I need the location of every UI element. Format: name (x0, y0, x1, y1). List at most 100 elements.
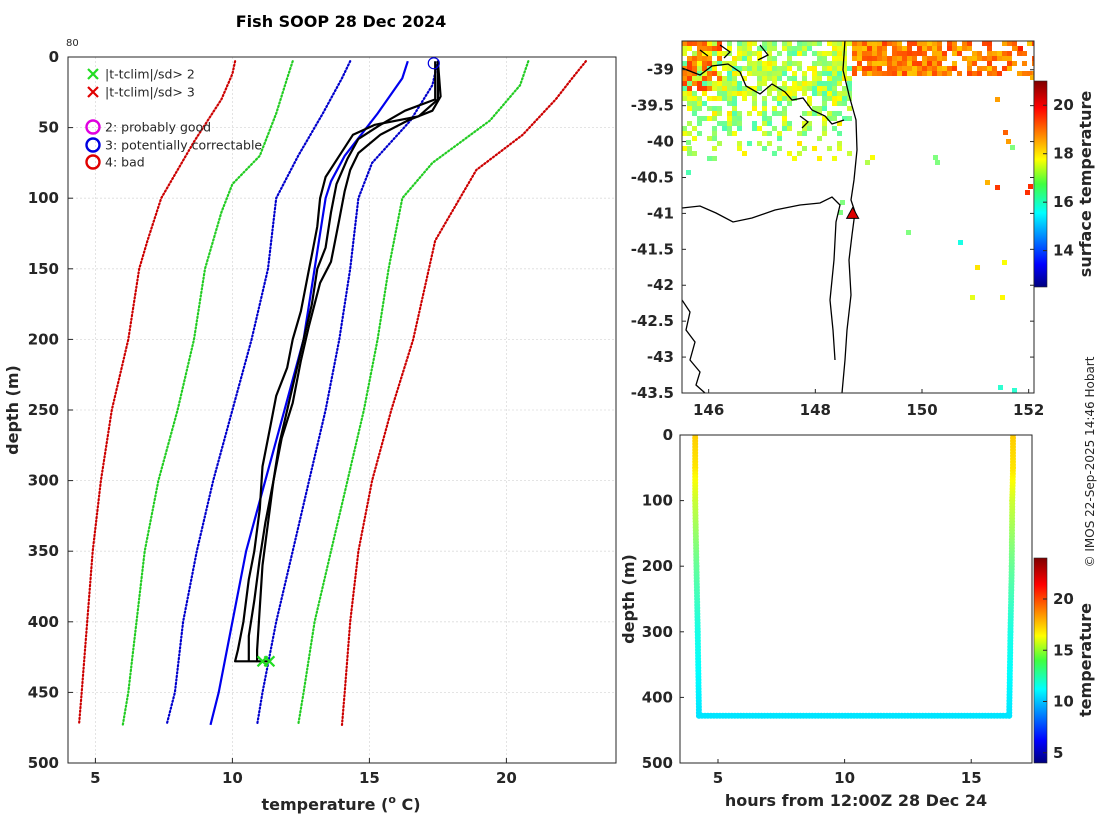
sst-pixel (717, 61, 722, 66)
sst-pixel (922, 56, 927, 61)
sst-pixel (772, 66, 777, 71)
sst-pixel (767, 56, 772, 61)
sst-pixel (922, 41, 927, 46)
sst-pixel (802, 41, 807, 46)
sst-pixel (747, 61, 752, 66)
sst-pixel (787, 151, 792, 156)
sst-pixel (757, 51, 762, 56)
sst-pixel (932, 71, 937, 76)
sst-pixel (777, 71, 782, 76)
sst-pixel (882, 41, 887, 46)
sst-pixel (937, 46, 942, 51)
sst-pixel (727, 111, 732, 116)
sst-pixel (692, 136, 697, 141)
sst-pixel (772, 151, 777, 156)
profile-y-label: depth (m) (3, 365, 22, 455)
map-cb-tick-label: 14 (1053, 242, 1074, 260)
sst-pixel (962, 41, 967, 46)
sst-pixel (857, 56, 862, 61)
sst-pixel (727, 126, 732, 131)
sst-pixel (712, 41, 717, 46)
sst-pixel (852, 46, 857, 51)
sst-pixel (782, 41, 787, 46)
sst-pixel (897, 46, 902, 51)
sst-pixel (702, 86, 707, 91)
sst-pixel (717, 96, 722, 101)
clim-mean-minus-2sd (121, 60, 294, 726)
sst-pixel (802, 91, 807, 96)
sst-pixel (985, 180, 990, 185)
sst-pixel (762, 131, 767, 136)
sst-pixel (782, 106, 787, 111)
sst-pixel (847, 91, 852, 96)
sst-pixel (822, 56, 827, 61)
sst-pixel (692, 91, 697, 96)
sst-pixel (907, 46, 912, 51)
sst-pixel (995, 185, 1000, 190)
sst-pixel (762, 81, 767, 86)
sst-pixel (1002, 41, 1007, 46)
sst-pixel (777, 96, 782, 101)
sst-pixel (917, 61, 922, 66)
sst-pixel (777, 146, 782, 151)
sst-pixel (682, 46, 687, 51)
sst-pixel (747, 51, 752, 56)
sst-pixel (747, 56, 752, 61)
sst-pixel (862, 46, 867, 51)
sst-pixel (692, 61, 697, 66)
sst-pixel (837, 131, 842, 136)
sst-pixel (737, 51, 742, 56)
sst-pixel (697, 61, 702, 66)
sst-pixel (707, 106, 712, 111)
sst-pixel (837, 101, 842, 106)
sst-pixel (712, 51, 717, 56)
sst-pixel (837, 41, 842, 46)
legend-label: |t-tclim|/sd> 3 (105, 85, 195, 100)
x-tick-label: 15 (359, 769, 380, 787)
sst-pixel (947, 41, 952, 46)
track-y-ticks: 0 100 200 300 400 500 (642, 426, 684, 772)
sst-pixel (797, 41, 802, 46)
sst-pixel (692, 66, 697, 71)
sst-pixel (897, 61, 902, 66)
sst-pixel (827, 71, 832, 76)
sst-pixel (722, 121, 727, 126)
sst-pixel (687, 86, 692, 91)
sst-pixel (782, 66, 787, 71)
sst-pixel (842, 66, 847, 71)
sst-pixel (892, 61, 897, 66)
sst-pixel (732, 131, 737, 136)
sst-pixel (727, 46, 732, 51)
sst-pixel (1002, 51, 1007, 56)
sst-pixel (737, 126, 742, 131)
sst-pixel (682, 126, 687, 131)
sst-pixel (857, 66, 862, 71)
sst-pixel (697, 41, 702, 46)
sst-pixel (797, 66, 802, 71)
sst-pixel (702, 81, 707, 86)
sst-pixel (727, 61, 732, 66)
sst-pixel (727, 121, 732, 126)
track-cb-tick-label: 10 (1053, 693, 1074, 711)
y-tick-label: 50 (38, 119, 59, 137)
track-cb-tick-label: 15 (1053, 641, 1074, 659)
sst-pixel (807, 126, 812, 131)
sst-pixel (817, 51, 822, 56)
sst-pixel (727, 66, 732, 71)
sst-pixel (927, 66, 932, 71)
sst-pixel (997, 71, 1002, 76)
sst-pixel (707, 46, 712, 51)
sst-pixel (767, 76, 772, 81)
station-marker (845, 206, 860, 219)
sst-pixel (822, 116, 827, 121)
sst-pixel (947, 46, 952, 51)
sst-pixel (912, 56, 917, 61)
sst-pixel (1012, 388, 1017, 393)
sst-pixel (737, 111, 742, 116)
sst-pixel (707, 86, 712, 91)
sst-pixel (732, 96, 737, 101)
sst-pixel (972, 61, 977, 66)
sst-pixel (832, 111, 837, 116)
sst-pixel (762, 101, 767, 106)
sst-pixel (927, 56, 932, 61)
